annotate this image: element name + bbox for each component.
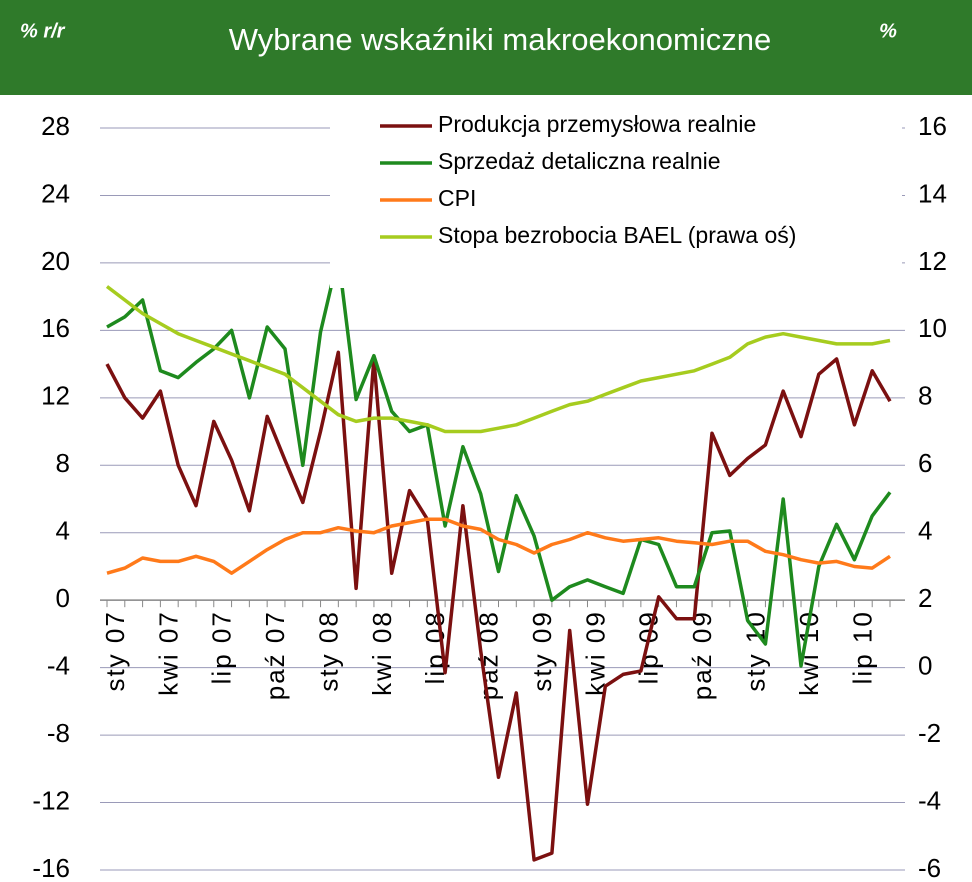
y-tick-label: -12 bbox=[32, 785, 70, 815]
series-line bbox=[106, 517, 891, 575]
y2-tick-label: 6 bbox=[918, 448, 932, 478]
y2-tick-label: 12 bbox=[918, 246, 947, 276]
y2-tick-label: -6 bbox=[918, 853, 941, 882]
y2-tick-label: 16 bbox=[918, 111, 947, 141]
y2-tick-label: 2 bbox=[918, 583, 932, 613]
x-tick-label: paź 07 bbox=[260, 610, 290, 700]
y-tick-label: -8 bbox=[47, 718, 70, 748]
series-line bbox=[105, 285, 891, 434]
x-tick-label: paź 09 bbox=[687, 610, 717, 700]
y-tick-label: 16 bbox=[41, 313, 70, 343]
y2-axis-label: % bbox=[879, 20, 897, 42]
y2-tick-label: 8 bbox=[918, 381, 932, 411]
x-tick-label: sty 10 bbox=[741, 610, 771, 691]
y2-tick-label: -4 bbox=[918, 785, 941, 815]
x-tick-label: kwi 09 bbox=[580, 610, 610, 696]
legend-label: Stopa bezrobocia BAEL (prawa oś) bbox=[438, 222, 796, 248]
y-tick-label: 24 bbox=[41, 178, 70, 208]
y2-tick-label: 10 bbox=[918, 313, 947, 343]
x-tick-label: lip 07 bbox=[207, 610, 237, 684]
y-tick-label: -16 bbox=[32, 853, 70, 882]
x-tick-label: lip 10 bbox=[847, 610, 877, 684]
x-tick-label: sty 09 bbox=[527, 610, 557, 691]
y-tick-label: 8 bbox=[56, 448, 70, 478]
x-tick-label: kwi 07 bbox=[153, 610, 183, 696]
x-tick-label: sty 07 bbox=[100, 610, 130, 691]
y-tick-label: 28 bbox=[41, 111, 70, 141]
x-tick-label: kwi 08 bbox=[367, 610, 397, 696]
y-tick-label: 12 bbox=[41, 381, 70, 411]
y-tick-label: 20 bbox=[41, 246, 70, 276]
header-band bbox=[0, 0, 972, 95]
x-tick-label: sty 08 bbox=[313, 610, 343, 691]
y-tick-label: 0 bbox=[56, 583, 70, 613]
legend-label: CPI bbox=[438, 185, 476, 211]
y2-tick-label: 4 bbox=[918, 516, 932, 546]
y-tick-label: -4 bbox=[47, 651, 70, 681]
y-tick-label: 4 bbox=[56, 516, 70, 546]
series-line bbox=[105, 350, 892, 862]
y2-tick-label: 14 bbox=[918, 178, 947, 208]
y2-tick-label: 0 bbox=[918, 651, 932, 681]
legend-box bbox=[330, 100, 902, 288]
y2-tick-label: -2 bbox=[918, 718, 941, 748]
legend-label: Produkcja przemysłowa realnie bbox=[438, 111, 756, 137]
chart-title: Wybrane wskaźniki makroekonomiczne bbox=[229, 22, 771, 57]
series-line bbox=[106, 254, 892, 668]
y-axis-label: % r/r bbox=[20, 20, 66, 42]
legend-label: Sprzedaż detaliczna realnie bbox=[438, 148, 721, 174]
